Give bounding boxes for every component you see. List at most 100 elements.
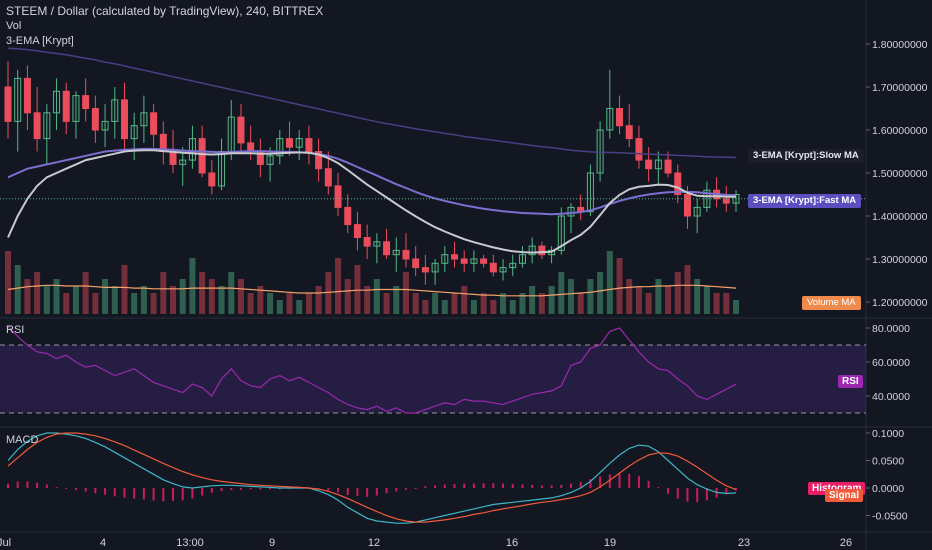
volume-bar [519,293,526,314]
candle-body [586,172,594,213]
volume-bar [160,272,167,314]
candle-body [276,138,284,157]
candle-body [683,194,691,217]
candle-body [383,241,391,256]
candle-body [91,108,99,131]
volume-bar [72,286,79,314]
volume-bar [412,293,419,314]
candle-body [198,138,206,174]
volume-bar [587,279,594,314]
fast-ma-line [7,147,737,216]
x-tick-label: 4 [100,537,106,549]
candle-body [53,90,61,114]
indicator-3ema-label[interactable]: 3-EMA [Krypt] [6,35,74,47]
volume-bar [597,272,604,314]
volume-bar [616,258,623,314]
candle-body [499,267,507,273]
volume-bar [344,279,351,314]
macd-tick-label: 0.0000 [872,483,904,495]
x-tick-label: 13:00 [176,537,204,549]
volume-bar [92,293,99,314]
volume-bar [393,286,400,314]
volume-bar [43,286,50,314]
indicator-vol-label[interactable]: Vol [6,20,22,32]
volume-bar [150,293,157,314]
candle-body [518,254,526,264]
volume-bar [131,293,138,314]
candle-body [616,108,624,127]
volume-bar [111,286,118,314]
volume-bar [635,286,642,314]
volume-bar [480,293,487,314]
ema-line [7,149,736,254]
candle-body [470,258,478,264]
volume-bar [257,286,264,314]
candle-body [625,125,633,140]
candle-body [538,245,546,256]
candle-body [509,262,517,269]
volume-bar [276,300,283,314]
candle-body [266,155,274,165]
x-tick-label: 19 [604,537,616,549]
volume-bar [703,286,710,314]
candle-body [353,224,361,239]
volume-bar [325,272,332,314]
candle-body [188,138,196,161]
volume-bar [237,279,244,314]
candle-body [237,116,245,144]
price-tick-label: 1.30000000 [872,254,928,266]
volume-bar [189,258,196,314]
candle-body [402,249,410,260]
volume-bar [335,258,342,314]
volume-bar [199,272,206,314]
price-tick-label: 1.40000000 [872,211,928,223]
candle-body [120,99,128,140]
signal-tag: Signal [825,489,864,502]
price-tick-label: 1.70000000 [872,82,928,94]
volume-bar [558,272,565,314]
candle-body [43,112,51,140]
volume-bar [548,286,555,314]
volume-bar [373,279,380,314]
candle-body [363,237,371,247]
candle-body [285,138,293,148]
candle-body [392,249,400,256]
candle-body [451,254,459,260]
rsi-panel-title[interactable]: RSI [6,324,25,336]
volume-bar [723,293,730,314]
price-tick-label: 1.60000000 [872,125,928,137]
signal-line [7,432,737,523]
slow-ma-line [7,47,737,159]
price-tick-label: 1.20000000 [872,297,928,309]
candle-body [557,215,565,251]
candle-body [111,99,119,122]
candle-body [23,77,31,114]
candle-body [295,138,303,148]
volume-ma-line [7,284,737,297]
candle-body [334,185,342,208]
macd-line [7,432,737,524]
candle-body [567,206,575,217]
rsi-tick-label: 60.0000 [872,357,910,369]
volume-bar [247,293,254,314]
volume-bar [733,300,739,314]
candle-body [324,168,332,187]
volume-bar [354,265,361,314]
volume-bar [140,286,147,314]
volume-bar [402,272,409,314]
x-tick-label: 26 [840,537,852,549]
volume-bar [500,293,507,314]
candle-body [412,258,420,269]
volume-bar [577,293,584,314]
rsi-value-tag: RSI [838,375,863,388]
volume-bar [432,293,439,314]
volume-bar [24,279,31,314]
candle-body [130,125,138,140]
macd-panel-title[interactable]: MACD [6,434,39,446]
volume-bar [674,272,681,314]
candle-body [664,159,672,174]
volume-bar [441,300,448,314]
candle-body [693,206,701,217]
candle-body [179,159,187,165]
